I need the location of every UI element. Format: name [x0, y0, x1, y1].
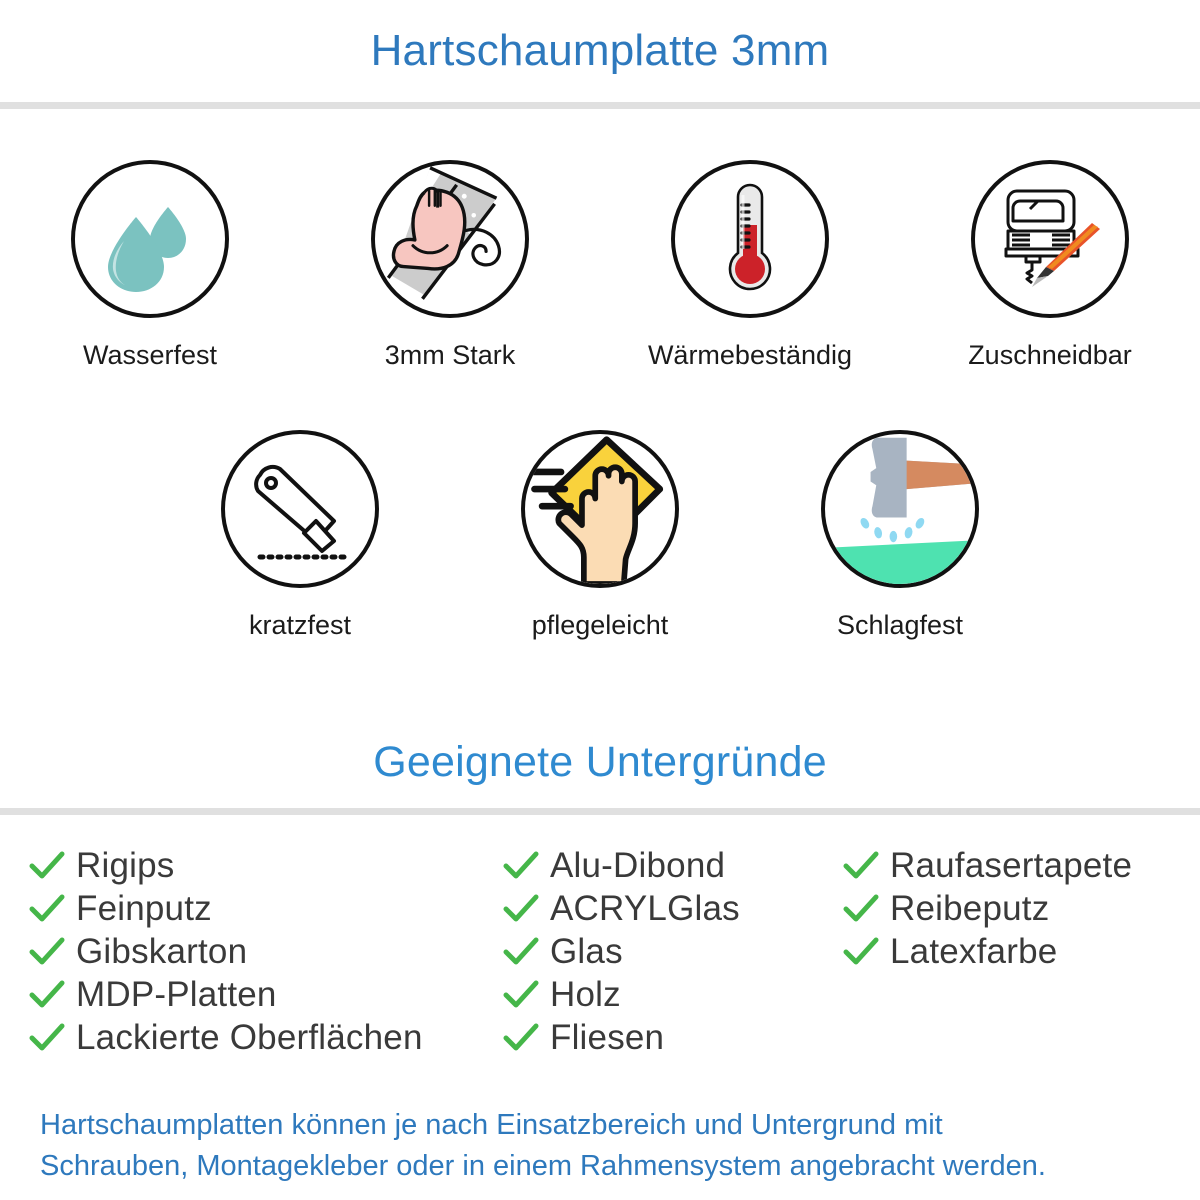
feature-label: 3mm Stark [384, 340, 516, 370]
feature-label: Wasserfest [82, 340, 218, 370]
footer-note: Hartschaumplatten können je nach Einsatz… [40, 1105, 1170, 1187]
list-item: Latexfarbe [842, 931, 1188, 973]
list-item: Rigips [28, 845, 502, 887]
list-item-label: Lackierte Oberflächen [76, 1018, 423, 1057]
feature-row-2: kratzfest pflegeleicht [0, 430, 1200, 641]
list-item-label: Fliesen [550, 1018, 665, 1057]
feature-pflegeleicht: pflegeleicht [450, 430, 750, 641]
feature-label: Wärmebeständig [647, 340, 853, 370]
list-item-label: Reibeputz [890, 889, 1050, 928]
check-icon [28, 935, 66, 969]
checklist-column-2: Alu-Dibond ACRYLGlas Glas Holz [502, 845, 842, 1060]
suitable-substrates-list: Rigips Feinputz Gibskarton MDP-Platten [28, 845, 1188, 1060]
section-title: Geeignete Untergründe [373, 738, 827, 786]
check-icon [28, 849, 66, 883]
list-item: Lackierte Oberflächen [28, 1017, 502, 1059]
thermometer-icon [671, 160, 829, 318]
check-icon [502, 1021, 540, 1055]
check-icon [842, 935, 880, 969]
feature-wasserfest: Wasserfest [0, 160, 300, 371]
jigsaw-cutter-icon [971, 160, 1129, 318]
check-icon [502, 849, 540, 883]
list-item-label: Raufasertapete [890, 846, 1133, 885]
water-drops-icon [71, 160, 229, 318]
list-item-label: Glas [550, 932, 623, 971]
list-item: Alu-Dibond [502, 845, 842, 887]
list-item: Reibeputz [842, 888, 1188, 930]
list-item-label: ACRYLGlas [550, 889, 740, 928]
list-item: Feinputz [28, 888, 502, 930]
feature-label: Zuschneidbar [968, 340, 1132, 370]
list-item: Glas [502, 931, 842, 973]
checklist-column-1: Rigips Feinputz Gibskarton MDP-Platten [28, 845, 502, 1060]
check-icon [842, 849, 880, 883]
list-item: ACRYLGlas [502, 888, 842, 930]
hammer-impact-icon [821, 430, 979, 588]
footer-line-1: Hartschaumplatten können je nach Einsatz… [40, 1109, 943, 1141]
flexed-bicep-icon [371, 160, 529, 318]
hand-cloth-icon [521, 430, 679, 588]
feature-label: pflegeleicht [531, 610, 669, 640]
list-item-label: Feinputz [76, 889, 212, 928]
feature-3mm-stark: 3mm Stark [300, 160, 600, 371]
feature-waermebestaendig: Wärmebeständig [600, 160, 900, 371]
check-icon [28, 892, 66, 926]
page-title: Hartschaumplatte 3mm [370, 26, 830, 75]
divider-top [0, 102, 1200, 109]
list-item-label: Latexfarbe [890, 932, 1058, 971]
check-icon [28, 978, 66, 1012]
list-item-label: Gibskarton [76, 932, 248, 971]
footer-line-2: Schrauben, Montagekleber oder in einem R… [40, 1150, 1046, 1182]
feature-kratzfest: kratzfest [150, 430, 450, 641]
list-item: Raufasertapete [842, 845, 1188, 887]
list-item-label: Holz [550, 975, 621, 1014]
list-item-label: Rigips [76, 846, 175, 885]
feature-schlagfest: Schlagfest [750, 430, 1050, 641]
list-item: Fliesen [502, 1017, 842, 1059]
list-item-label: MDP-Platten [76, 975, 277, 1014]
feature-label: Schlagfest [836, 610, 964, 640]
check-icon [842, 892, 880, 926]
feature-label: kratzfest [248, 610, 352, 640]
list-item-label: Alu-Dibond [550, 846, 726, 885]
divider-middle [0, 808, 1200, 815]
feature-zuschneidbar: Zuschneidbar [900, 160, 1200, 371]
cutter-knife-icon [221, 430, 379, 588]
feature-row-1: Wasserfest [0, 160, 1200, 371]
list-item: MDP-Platten [28, 974, 502, 1016]
list-item: Gibskarton [28, 931, 502, 973]
checklist-column-3: Raufasertapete Reibeputz Latexfarbe [842, 845, 1188, 974]
check-icon [28, 1021, 66, 1055]
list-item: Holz [502, 974, 842, 1016]
check-icon [502, 978, 540, 1012]
check-icon [502, 892, 540, 926]
check-icon [502, 935, 540, 969]
